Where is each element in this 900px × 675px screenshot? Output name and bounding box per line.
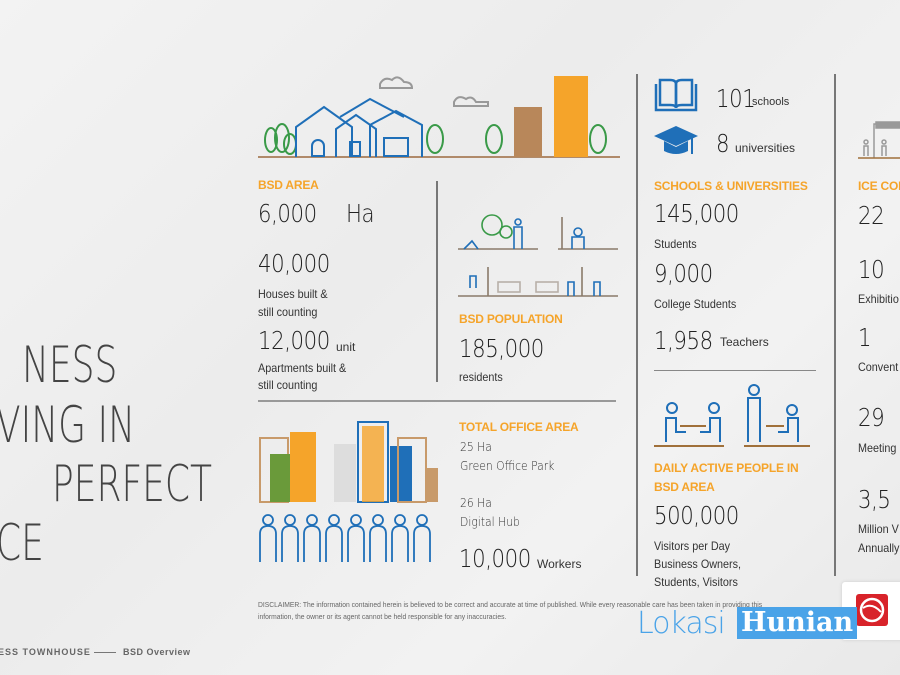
footer-divider <box>94 652 116 653</box>
office-buildings-icon <box>259 421 438 503</box>
ice-value-2: 10 <box>858 255 885 284</box>
students-value: 145,000 <box>654 199 739 228</box>
daily-label-2: BSD AREA <box>654 480 715 494</box>
ice-value-1: 22 <box>858 201 885 230</box>
ice-value-5: 3,5 <box>858 485 891 514</box>
ice-desc-4: Meeting <box>858 441 897 455</box>
schools-count: 101 <box>716 84 756 113</box>
college-value: 9,000 <box>654 259 713 288</box>
office-label: TOTAL OFFICE AREA <box>459 420 579 434</box>
disclaimer-line-2: information, the owner or its agent cann… <box>258 612 507 621</box>
divider <box>654 370 816 371</box>
population-label: BSD POPULATION <box>459 312 563 326</box>
houses-value: 40,000 <box>258 249 330 278</box>
title-line-3: PERFECT <box>52 455 213 513</box>
city-life-icon <box>458 214 618 297</box>
ice-desc-5b: Annually <box>858 541 900 555</box>
universities-count: 8 <box>716 129 730 158</box>
workers-unit: Workers <box>537 557 582 571</box>
divider <box>258 400 616 402</box>
apartments-value: 12,000 <box>258 326 330 355</box>
title-line-4: CE <box>0 514 44 572</box>
ice-desc-2: Exhibitio <box>858 292 899 306</box>
disclaimer-line-1: DISCLAIMER: The information contained he… <box>258 600 763 609</box>
divider <box>636 74 638 576</box>
book-icon <box>654 78 698 112</box>
title-line-2: VING IN <box>0 396 136 454</box>
college-desc: College Students <box>654 297 737 311</box>
watermark-hunian: Hunian <box>737 607 858 639</box>
watermark-lokasi: Lokasi <box>637 606 726 641</box>
apartments-desc-2: still counting <box>258 378 318 392</box>
workers-value: 10,000 <box>459 544 531 573</box>
graduation-cap-icon <box>654 126 698 154</box>
workers-icon <box>259 514 431 563</box>
apartments-desc-1: Apartments built & <box>258 361 347 375</box>
divider <box>436 181 438 382</box>
skyline-icon <box>258 76 620 158</box>
schools-unit: schools <box>752 96 790 108</box>
daily-desc-2: Business Owners, <box>654 557 742 571</box>
houses-desc-2: still counting <box>258 305 318 319</box>
title-line-1: NESS <box>22 336 118 394</box>
office-item1-name: Green Office Park <box>460 459 555 473</box>
ice-desc-5: Million V <box>858 522 899 536</box>
logo-emblem-icon <box>856 594 888 626</box>
cafe-people-icon <box>654 384 810 447</box>
daily-desc-3: Students, Visitors <box>654 575 738 589</box>
ice-value-3: 1 <box>858 323 872 352</box>
office-item2-value: 26 Ha <box>460 496 492 510</box>
area-value: 6,000 <box>258 199 317 228</box>
houses-desc-1: Houses built & <box>258 287 328 301</box>
footer-section: ESS TOWNHOUSE <box>0 647 91 657</box>
universities-unit: universities <box>735 141 796 155</box>
ice-label: ICE CON <box>858 179 900 193</box>
population-desc: residents <box>459 370 503 384</box>
ice-desc-3: Convent <box>858 360 899 374</box>
teachers-value: 1,958 <box>654 326 713 355</box>
office-item1-value: 25 Ha <box>460 440 492 454</box>
daily-label-1: DAILY ACTIVE PEOPLE IN <box>654 461 799 475</box>
footer-page: BSD Overview <box>123 647 191 657</box>
bsd-area-label: BSD AREA <box>258 178 319 192</box>
population-value: 185,000 <box>459 334 544 363</box>
schools-label: SCHOOLS & UNIVERSITIES <box>654 179 808 193</box>
students-desc: Students <box>654 237 697 251</box>
apartments-unit: unit <box>336 340 356 354</box>
divider <box>834 74 836 576</box>
convention-hall-icon <box>858 121 900 159</box>
office-item2-name: Digital Hub <box>460 515 520 529</box>
area-unit: Ha <box>346 199 375 228</box>
teachers-desc: Teachers <box>720 335 769 349</box>
daily-desc-1: Visitors per Day <box>654 539 731 553</box>
ice-value-4: 29 <box>858 403 885 432</box>
daily-value: 500,000 <box>654 501 739 530</box>
